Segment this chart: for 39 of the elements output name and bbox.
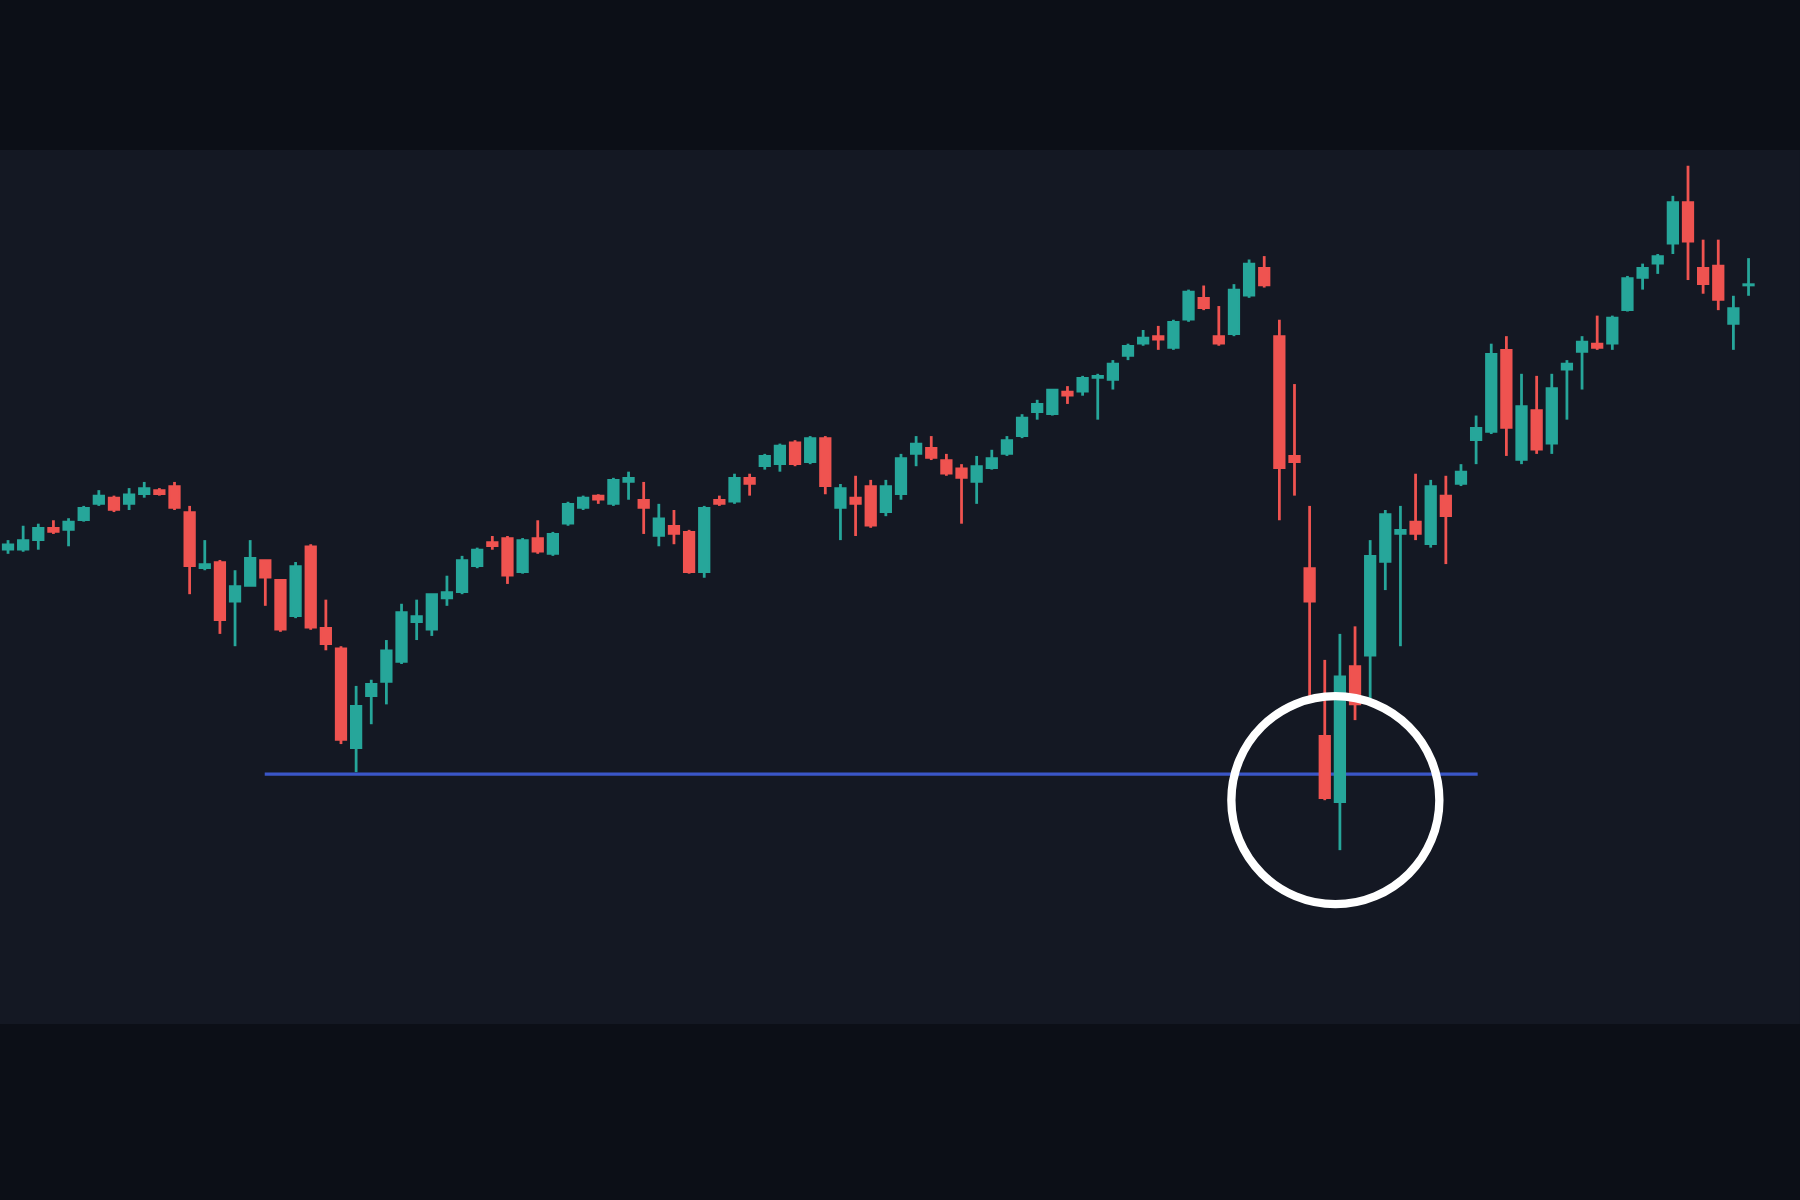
candlestick xyxy=(1000,434,1014,458)
candlestick xyxy=(652,502,665,548)
candlestick xyxy=(1530,374,1543,456)
candlestick xyxy=(1212,304,1225,348)
candlestick xyxy=(1606,314,1619,352)
candlestick xyxy=(1560,358,1574,422)
candlestick xyxy=(1152,324,1165,352)
candlestick xyxy=(804,434,817,466)
candlestick xyxy=(1681,164,1695,282)
candlestick xyxy=(62,516,75,548)
candlestick xyxy=(1575,334,1589,391)
candlestick xyxy=(198,538,211,572)
candlestick xyxy=(1167,318,1180,352)
candlestick xyxy=(728,472,741,506)
candlestick xyxy=(1666,194,1679,256)
candlestick xyxy=(909,434,923,468)
candlestick xyxy=(925,434,938,462)
candlestick xyxy=(1439,474,1452,566)
candlestick xyxy=(365,678,378,726)
candlestick xyxy=(834,482,847,542)
candlestick xyxy=(516,536,529,576)
candlestick xyxy=(531,518,544,556)
candlestick xyxy=(788,438,802,468)
candlestick xyxy=(1591,314,1604,352)
candlestick xyxy=(1197,284,1210,312)
candlestick xyxy=(1727,294,1740,352)
candlestick xyxy=(1015,412,1029,440)
candlestick xyxy=(546,530,560,558)
candlestick xyxy=(1651,252,1664,276)
candlestick xyxy=(819,434,832,496)
candlestick xyxy=(1258,254,1271,289)
candlestick xyxy=(1182,288,1195,324)
candlestick xyxy=(1742,256,1755,298)
candlestick xyxy=(743,472,756,498)
candlestick xyxy=(1409,472,1422,542)
candlestick xyxy=(349,684,363,774)
candlestick xyxy=(259,558,272,608)
candlestick xyxy=(637,480,650,536)
candlestick xyxy=(1454,462,1468,488)
